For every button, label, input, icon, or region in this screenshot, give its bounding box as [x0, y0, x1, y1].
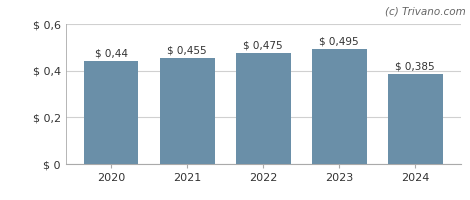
Text: $ 0,495: $ 0,495 [320, 36, 359, 46]
Bar [312, 48, 367, 164]
Bar [388, 74, 443, 164]
Text: $ 0,475: $ 0,475 [243, 41, 283, 51]
Text: $ 0,44: $ 0,44 [94, 49, 128, 59]
Text: (c) Trivano.com: (c) Trivano.com [384, 6, 465, 16]
Text: $ 0,385: $ 0,385 [395, 62, 435, 72]
Bar [236, 53, 290, 164]
Text: $ 0,455: $ 0,455 [167, 45, 207, 55]
Bar [84, 61, 139, 164]
Bar [160, 58, 214, 164]
